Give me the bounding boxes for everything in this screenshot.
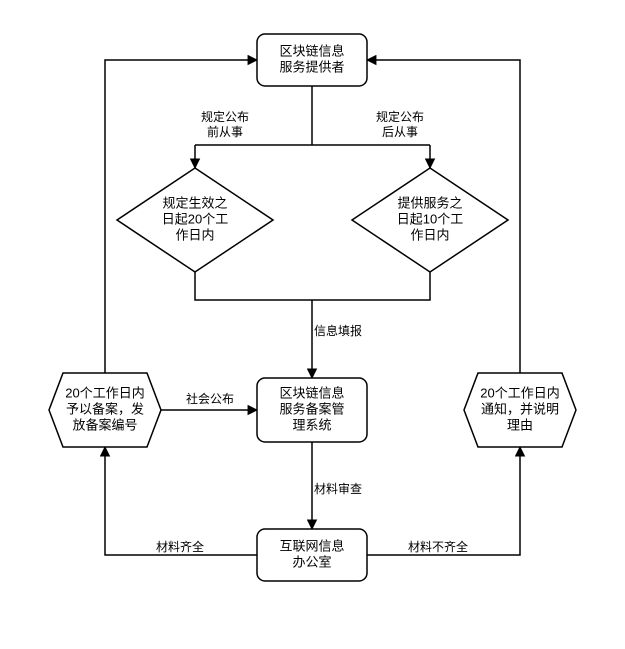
filing_system-label-line-0: 区块链信息: [279, 385, 344, 400]
edge-label-social_publish: 社会公布: [186, 391, 234, 406]
before_decision-label-line-1: 日起20个工: [162, 211, 228, 226]
edge-label-before_engage: 规定公布: [201, 109, 249, 124]
approve_hex-label-line-1: 予以备案，发: [66, 401, 144, 416]
approve_hex-label-line-2: 放备案编号: [72, 417, 137, 432]
before_decision-label-line-2: 作日内: [175, 227, 214, 242]
edge-diamond-join: [195, 272, 430, 300]
approve_hex-label-line-0: 20个工作日内: [65, 385, 144, 400]
filing_system-label-line-1: 服务备案管: [279, 401, 344, 416]
edge-label-material_ok: 材料齐全: [156, 539, 204, 554]
before_decision-label-line-0: 规定生效之: [162, 195, 227, 210]
edge-label-after_engage: 规定公布: [376, 109, 424, 124]
notify_hex-label-line-1: 通知，并说明: [481, 401, 559, 416]
notify_hex-label-line-0: 20个工作日内: [480, 385, 559, 400]
office-label-line-1: 办公室: [292, 554, 331, 569]
provider-label-line-0: 区块链信息: [279, 43, 344, 58]
after_decision-label-line-1: 日起10个工: [397, 211, 463, 226]
edge-label-after_engage2: 后从事: [382, 125, 418, 139]
office-label-line-0: 互联网信息: [279, 538, 344, 553]
edge-office-to-notify: [367, 447, 520, 555]
after_decision-label-line-0: 提供服务之: [397, 195, 462, 210]
edge-office-to-approve: [105, 447, 257, 555]
edge-label-material_not_ok: 材料不齐全: [408, 539, 468, 554]
edge-label-info_fill: 信息填报: [314, 323, 362, 338]
after_decision-label-line-2: 作日内: [410, 227, 449, 242]
edge-label-before_engage2: 前从事: [207, 124, 243, 139]
edge-label-material_review: 材料审查: [314, 481, 362, 496]
notify_hex-label-line-2: 理由: [507, 417, 533, 432]
provider-label-line-1: 服务提供者: [279, 59, 344, 74]
filing_system-label-line-2: 理系统: [292, 417, 331, 432]
